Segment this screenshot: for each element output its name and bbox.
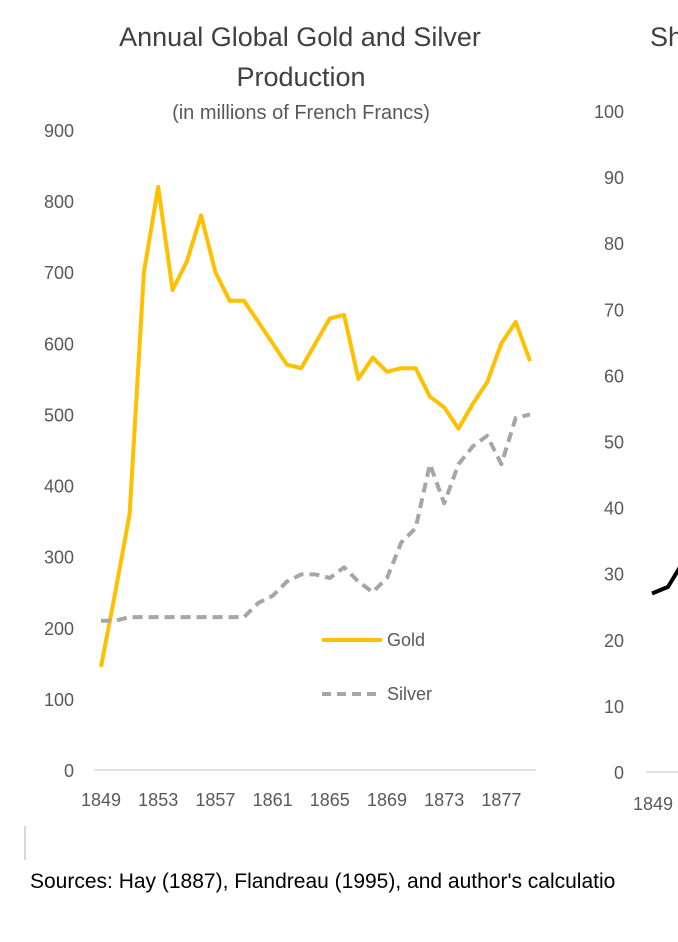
- share-y-tick-label: 30: [604, 565, 624, 585]
- x-tick-label: 1857: [195, 790, 235, 810]
- share-y-tick-label: 90: [604, 168, 624, 188]
- share-series-line: [651, 566, 678, 596]
- x-tick-label: 1873: [424, 790, 464, 810]
- gold-silver-chart: Annual Global Gold and Silver Production…: [44, 22, 536, 810]
- share-y-tick-label: 50: [604, 433, 624, 453]
- x-tick-label: 1869: [367, 790, 407, 810]
- share-y-tick-label: 0: [614, 763, 624, 783]
- share-y-tick-label: 20: [604, 631, 624, 651]
- legend-label-gold: Gold: [387, 630, 425, 650]
- share-y-tick-label: 70: [604, 300, 624, 320]
- chart-title-line2: Production: [236, 62, 365, 92]
- chart-subtitle: (in millions of French Francs): [172, 102, 430, 124]
- series-lines: [99, 184, 532, 668]
- y-tick-label: 500: [44, 405, 74, 425]
- share-chart-partial: Sh 0 10 20 30 40 50 60 70 80 90 100 1849: [594, 22, 678, 814]
- y-tick-label: 100: [44, 690, 74, 710]
- legend-label-silver: Silver: [387, 684, 432, 704]
- sources-note: Sources: Hay (1887), Flandreau (1995), a…: [30, 870, 616, 893]
- share-y-tick-label: 10: [604, 697, 624, 717]
- y-tick-label: 300: [44, 548, 74, 568]
- share-y-tick-label: 100: [594, 102, 624, 122]
- share-chart-title: Sh: [650, 22, 678, 52]
- share-y-tick-label: 80: [604, 234, 624, 254]
- share-y-tick-label: 60: [604, 366, 624, 386]
- y-tick-label: 0: [64, 761, 74, 781]
- y-tick-label: 600: [44, 334, 74, 354]
- series-line-gold: [99, 184, 532, 668]
- series-line-silver: [101, 412, 531, 623]
- x-tick-label: 1861: [253, 790, 293, 810]
- y-tick-label: 900: [44, 121, 74, 141]
- x-tick-label: 1865: [310, 790, 350, 810]
- x-tick-label: 1849: [81, 790, 121, 810]
- share-x-tick-label: 1849: [633, 794, 673, 814]
- y-tick-labels: 0 100 200 300 400 500 600 700 800 900: [44, 121, 74, 781]
- x-tick-label: 1877: [481, 790, 521, 810]
- y-tick-label: 400: [44, 477, 74, 497]
- share-y-tick-label: 40: [604, 499, 624, 519]
- share-x-tick-labels: 1849: [633, 794, 673, 814]
- share-y-tick-labels: 0 10 20 30 40 50 60 70 80 90 100: [594, 102, 624, 783]
- source-divider: [24, 826, 26, 860]
- share-series-line: [651, 566, 678, 596]
- y-tick-label: 200: [44, 619, 74, 639]
- x-tick-labels: 1849 1853 1857 1861 1865 1869 1873 1877: [81, 790, 521, 810]
- y-tick-label: 700: [44, 263, 74, 283]
- chart-title: Annual Global Gold and Silver: [119, 22, 481, 52]
- x-tick-label: 1853: [138, 790, 178, 810]
- y-tick-label: 800: [44, 192, 74, 212]
- legend: Gold Silver: [322, 630, 432, 704]
